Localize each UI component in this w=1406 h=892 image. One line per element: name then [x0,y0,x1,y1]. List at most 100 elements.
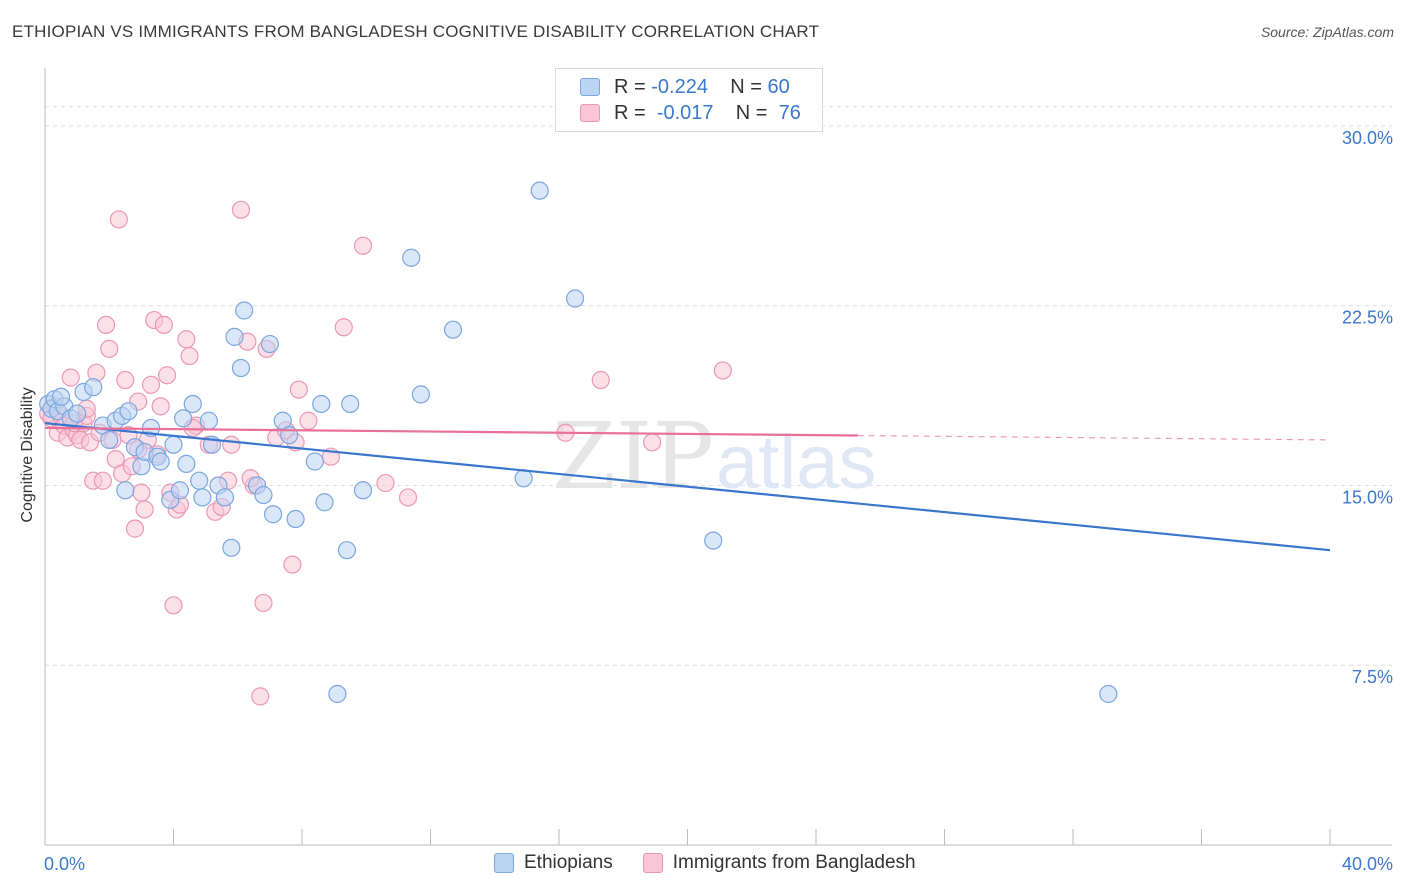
trend-line-bangladesh [44,426,858,437]
data-point-ethiopian [51,387,71,406]
tick-labels: 7.5% 15.0% 22.5% 30.0% 0.0% 40.0% [44,128,1393,874]
data-point-ethiopian [193,488,212,507]
data-point-ethiopian [84,378,103,397]
data-point-bangladesh [109,210,128,229]
data-point-ethiopian [353,481,373,500]
data-point-bangladesh [231,200,251,219]
legend-swatch-pink [580,104,600,122]
data-point-ethiopian [199,411,218,430]
watermark: ZIP atlas [552,403,877,510]
data-point-ethiopian [116,481,135,500]
data-point-bangladesh [283,555,302,574]
data-point-ethiopian [315,493,334,512]
legend-label-bangladesh: Immigrants from Bangladesh [672,852,916,873]
data-point-ethiopian [514,469,533,488]
chart-title: ETHIOPIAN VS IMMIGRANTS FROM BANGLADESH … [12,22,820,41]
data-point-bangladesh [135,500,154,519]
data-point-ethiopian [305,452,324,471]
y-axis-label: Cognitive Disability [19,387,36,523]
data-point-ethiopian [402,248,421,267]
trend-lines [44,422,1331,552]
legend-r-value: -0.017 [656,101,714,124]
data-point-bangladesh [289,380,308,399]
data-point-bangladesh [254,593,273,613]
data-point-bangladesh [125,519,145,538]
y-tick-label: 30.0% [1342,128,1393,148]
series-legend: Ethiopians Immigrants from Bangladesh [494,852,946,874]
data-point-bangladesh [643,433,662,452]
data-point-ethiopian [100,430,119,450]
legend-swatch-pink [642,853,663,873]
legend-r-value: -0.224 [651,75,708,98]
data-point-bangladesh [591,370,610,390]
data-point-bangladesh [251,687,270,706]
data-point-bangladesh [132,483,151,502]
data-point-ethiopian [215,488,234,507]
legend-swatch-blue [494,853,514,873]
data-point-ethiopian [190,471,209,490]
y-tick-label: 15.0% [1342,487,1393,507]
data-point-ethiopian [1099,684,1118,704]
data-point-ethiopian [225,327,244,346]
legend-row-bangladesh: R = -0.017 N = 76 [580,101,801,125]
legend-item-ethiopians[interactable]: Ethiopians [494,852,613,874]
data-point-ethiopian [174,409,193,428]
data-point-bangladesh [222,435,241,454]
legend-n-value: 76 [778,101,801,124]
data-point-bangladesh [177,330,196,349]
legend-r-label: R = [614,75,646,98]
legend-row-ethiopians: R = -0.224 N = 60 [580,75,790,99]
legend-r-label: R = [614,101,646,124]
data-point-ethiopian [328,684,347,704]
data-point-ethiopian [337,541,357,560]
data-point-bangladesh [353,236,373,255]
data-point-bangladesh [157,366,177,385]
data-point-ethiopian [254,485,273,505]
data-point-ethiopian [235,301,254,320]
data-point-ethiopian [164,435,183,454]
data-point-ethiopian [704,531,723,550]
data-point-bangladesh [96,315,116,334]
data-point-ethiopian [443,320,463,339]
data-point-bangladesh [141,375,161,394]
gridlines [45,106,1392,666]
y-tick-label: 7.5% [1352,667,1393,687]
data-point-ethiopian [565,289,585,308]
data-point-bangladesh [376,473,395,493]
data-point-ethiopian [260,334,279,354]
x-tick-label: 40.0% [1342,854,1393,874]
data-point-bangladesh [334,318,353,337]
data-point-ethiopian [411,385,430,404]
data-point-ethiopian [170,481,190,500]
legend-label-ethiopians: Ethiopians [524,852,613,873]
legend-n-label: N = [735,101,768,124]
data-point-ethiopian [119,402,138,421]
data-point-ethiopian [183,394,202,414]
data-point-ethiopian [530,181,549,200]
legend-n-label: N = [730,75,762,98]
data-point-bangladesh [116,370,135,390]
data-point-bangladesh [713,361,732,380]
legend-swatch-blue [580,78,600,96]
data-point-ethiopian [177,454,196,473]
axes [44,68,1392,846]
legend-item-bangladesh[interactable]: Immigrants from Bangladesh [642,852,916,874]
source-credit: Source: ZipAtlas.com [1260,24,1394,40]
data-point-ethiopian [151,452,170,471]
data-point-bangladesh [93,471,112,490]
legend-n-value: 60 [767,75,790,98]
data-point-ethiopian [263,505,283,524]
data-point-ethiopian [222,538,241,557]
data-point-ethiopian [231,358,251,378]
data-point-ethiopian [286,509,305,529]
data-point-bangladesh [398,488,418,507]
data-point-bangladesh [180,346,199,366]
x-tick-label: 0.0% [44,854,85,874]
data-point-bangladesh [100,339,119,358]
data-point-bangladesh [154,315,173,334]
data-point-ethiopian [341,394,360,414]
data-point-ethiopian [312,394,331,414]
data-point-bangladesh [61,368,80,387]
data-point-bangladesh [164,596,183,615]
